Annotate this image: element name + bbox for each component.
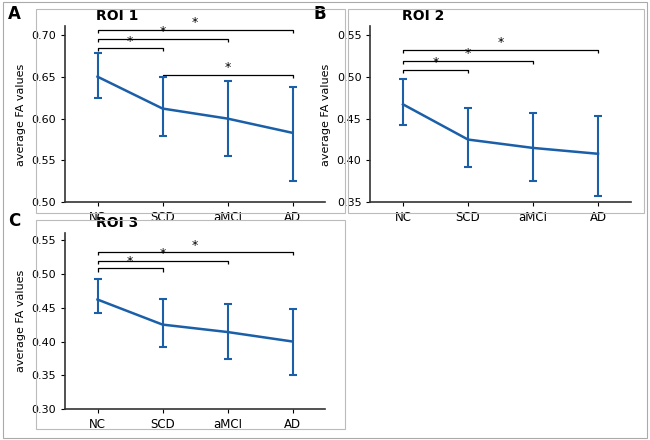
Text: *: * bbox=[127, 255, 133, 268]
Text: *: * bbox=[465, 47, 471, 60]
Text: ROI 1: ROI 1 bbox=[96, 9, 138, 23]
Y-axis label: average FA values: average FA values bbox=[321, 63, 331, 165]
Text: C: C bbox=[8, 212, 20, 230]
Text: ROI 3: ROI 3 bbox=[96, 216, 138, 230]
Text: ROI 2: ROI 2 bbox=[402, 9, 444, 23]
Text: *: * bbox=[159, 247, 166, 260]
Text: *: * bbox=[192, 238, 198, 252]
Text: *: * bbox=[159, 26, 166, 38]
Y-axis label: average FA values: average FA values bbox=[16, 270, 25, 372]
Text: *: * bbox=[497, 37, 504, 49]
Text: *: * bbox=[127, 35, 133, 48]
Text: *: * bbox=[224, 62, 231, 74]
Y-axis label: average FA values: average FA values bbox=[16, 63, 25, 165]
Text: B: B bbox=[313, 5, 326, 23]
Text: *: * bbox=[192, 16, 198, 29]
Text: *: * bbox=[432, 56, 439, 70]
Text: A: A bbox=[8, 5, 21, 23]
